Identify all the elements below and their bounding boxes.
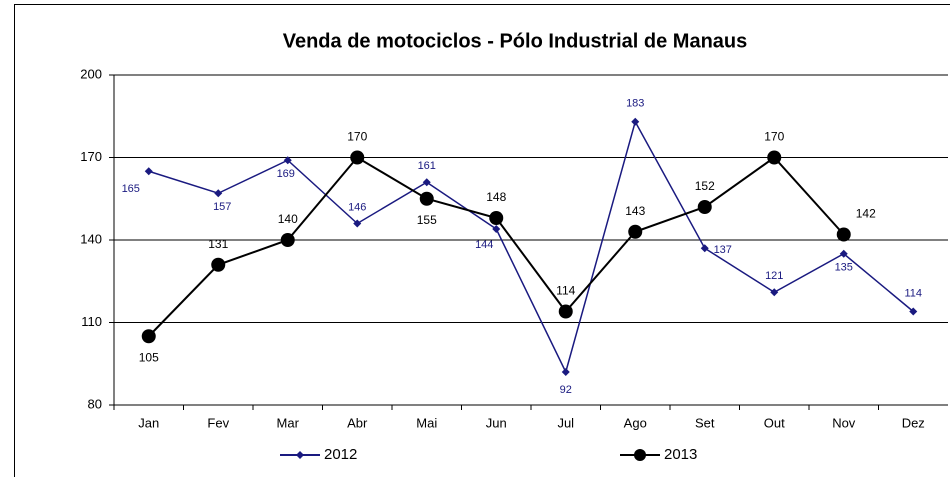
data-label: 114 (904, 287, 922, 299)
y-tick-label: 200 (80, 66, 102, 81)
point-marker (628, 224, 643, 239)
data-label: 170 (764, 130, 784, 144)
x-tick-label: Jan (138, 415, 159, 430)
x-tick-label: Nov (832, 415, 856, 430)
data-label: 183 (626, 98, 644, 110)
data-label: 165 (122, 183, 140, 195)
point-marker (489, 211, 504, 225)
point-marker (353, 219, 362, 228)
point-marker (422, 178, 431, 187)
point-marker (700, 244, 709, 253)
data-label: 155 (417, 213, 437, 227)
legend-label: 2013 (664, 446, 697, 463)
point-marker (839, 249, 848, 258)
x-tick-label: Mar (277, 415, 300, 430)
x-tick-label: Abr (347, 415, 368, 430)
point-marker (561, 368, 570, 376)
point-marker (350, 150, 365, 165)
data-label: 92 (560, 384, 572, 396)
data-label: 152 (695, 179, 715, 193)
chart-border (14, 4, 950, 477)
x-tick-label: Set (695, 415, 715, 430)
data-label: 105 (139, 350, 159, 364)
data-label: 148 (486, 190, 506, 204)
x-tick-label: Fev (207, 415, 229, 430)
point-marker (211, 257, 226, 272)
data-label: 135 (835, 262, 853, 274)
data-label: 114 (556, 284, 575, 298)
point-marker (770, 288, 779, 297)
point-marker (214, 189, 223, 198)
x-tick-label: Jul (557, 415, 574, 430)
data-label: 131 (208, 237, 228, 251)
point-marker (144, 167, 153, 176)
data-label: 144 (475, 239, 493, 251)
x-tick-label: Dez (902, 415, 925, 430)
data-label: 142 (856, 207, 876, 221)
point-marker (280, 233, 295, 247)
series-line (148, 119, 914, 375)
data-label: 169 (277, 168, 295, 180)
y-tick-label: 170 (80, 149, 102, 164)
data-label: 161 (418, 160, 436, 172)
y-tick-label: 140 (80, 231, 102, 246)
data-label: 170 (347, 130, 367, 144)
data-label: 146 (348, 201, 366, 213)
point-marker (909, 307, 918, 316)
y-tick-label: 110 (81, 314, 102, 329)
x-tick-label: Ago (624, 415, 647, 430)
point-marker (836, 227, 851, 242)
point-marker (767, 150, 782, 165)
chart-title: Venda de motociclos - Pólo Industrial de… (283, 30, 748, 52)
series-line (148, 156, 845, 337)
point-marker (141, 329, 156, 344)
y-tick-label: 80 (88, 396, 102, 411)
point-marker (419, 191, 434, 206)
point-marker (631, 117, 640, 126)
legend-marker (634, 449, 646, 461)
point-marker (558, 304, 573, 319)
legend-marker (296, 451, 304, 459)
x-tick-label: Out (764, 415, 785, 430)
point-marker (283, 156, 292, 165)
data-label: 137 (714, 244, 732, 256)
x-tick-label: Mai (416, 415, 437, 430)
data-label: 140 (278, 212, 298, 226)
data-label: 143 (625, 204, 645, 218)
point-marker (697, 200, 712, 214)
point-marker (492, 225, 501, 233)
x-tick-label: Jun (486, 415, 507, 430)
legend-label: 2012 (324, 446, 357, 463)
data-label: 157 (213, 201, 231, 213)
data-label: 121 (765, 270, 783, 282)
